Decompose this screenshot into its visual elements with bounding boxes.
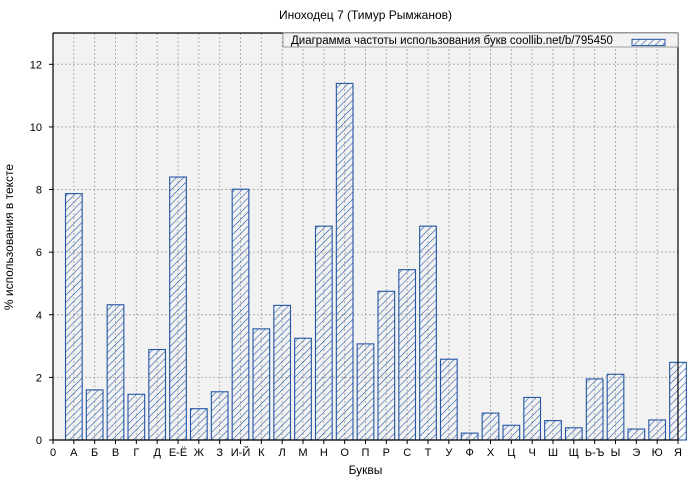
svg-text:В: В bbox=[112, 447, 119, 459]
svg-text:12: 12 bbox=[30, 59, 42, 71]
svg-text:П: П bbox=[362, 447, 370, 459]
svg-text:З: З bbox=[216, 447, 223, 459]
svg-text:М: М bbox=[298, 447, 307, 459]
svg-text:О: О bbox=[340, 447, 349, 459]
svg-text:Т: Т bbox=[425, 447, 432, 459]
svg-text:0: 0 bbox=[50, 447, 56, 459]
svg-text:Ь-Ъ: Ь-Ъ bbox=[585, 447, 605, 459]
svg-text:Д: Д bbox=[153, 447, 161, 459]
svg-text:Н: Н bbox=[320, 447, 328, 459]
svg-text:4: 4 bbox=[36, 310, 42, 322]
svg-text:6: 6 bbox=[36, 247, 42, 259]
svg-text:Ч: Ч bbox=[528, 447, 535, 459]
svg-text:10: 10 bbox=[30, 122, 42, 134]
svg-text:Х: Х bbox=[487, 447, 495, 459]
svg-text:И-Й: И-Й bbox=[231, 446, 250, 459]
svg-text:Ж: Ж bbox=[194, 447, 204, 459]
svg-text:А: А bbox=[70, 447, 78, 459]
svg-text:Э: Э bbox=[632, 447, 640, 459]
svg-text:Ф: Ф bbox=[465, 447, 473, 459]
svg-text:Б: Б bbox=[91, 447, 98, 459]
svg-text:Щ: Щ bbox=[569, 447, 579, 459]
svg-text:Я: Я bbox=[674, 447, 682, 459]
svg-text:У: У bbox=[445, 447, 453, 459]
svg-text:0: 0 bbox=[36, 435, 42, 447]
svg-text:С: С bbox=[403, 447, 411, 459]
svg-text:Ы: Ы bbox=[611, 447, 621, 459]
svg-text:Диаграмма частоты использовани: Диаграмма частоты использования букв coo… bbox=[291, 35, 613, 47]
svg-text:Ш: Ш bbox=[548, 447, 558, 459]
svg-text:Р: Р bbox=[383, 447, 390, 459]
svg-text:Ю: Ю bbox=[652, 447, 663, 459]
svg-text:Л: Л bbox=[279, 447, 286, 459]
svg-text:К: К bbox=[258, 447, 265, 459]
svg-text:8: 8 bbox=[36, 185, 42, 197]
svg-text:Ц: Ц bbox=[507, 447, 515, 459]
svg-text:2: 2 bbox=[36, 372, 42, 384]
svg-text:Е-Ё: Е-Ё bbox=[169, 447, 187, 459]
svg-text:Г: Г bbox=[133, 447, 139, 459]
